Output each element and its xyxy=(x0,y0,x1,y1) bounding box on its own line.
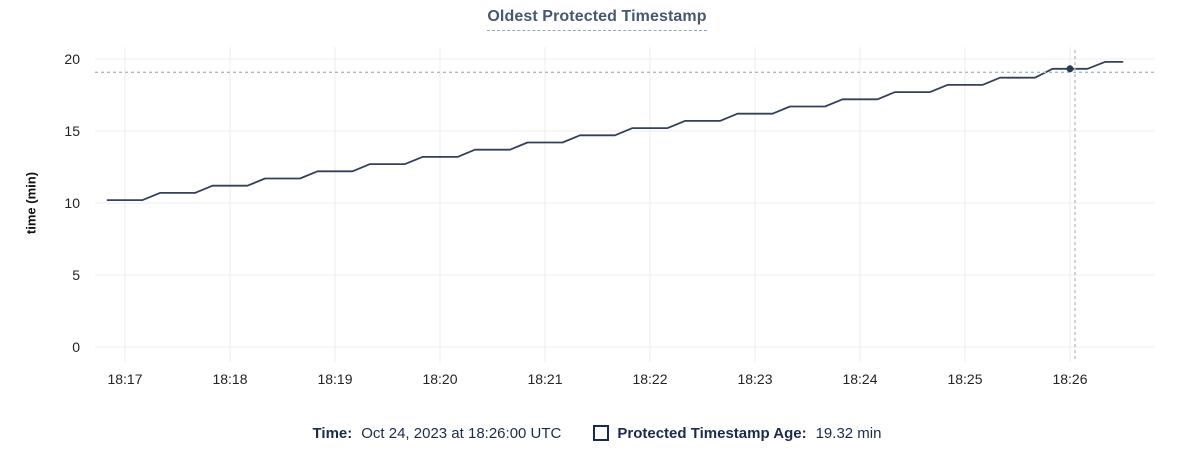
series-value: 19.32 min xyxy=(815,424,882,442)
legend-series-item[interactable]: Protected Timestamp Age: 19.32 min xyxy=(593,425,881,442)
y-tick-label: 10 xyxy=(64,195,80,211)
chart-title-row: Oldest Protected Timestamp xyxy=(0,8,1194,31)
y-tick-label: 5 xyxy=(72,267,80,283)
x-tick-label: 18:17 xyxy=(107,371,142,387)
chart-title[interactable]: Oldest Protected Timestamp xyxy=(487,8,707,31)
x-tick-label: 18:22 xyxy=(632,371,667,387)
x-tick-label: 18:25 xyxy=(947,371,982,387)
chart-plot-area[interactable]: 0 5 10 15 20 18:17 18:18 18:19 18:20 18:21 18:22 18… xyxy=(0,40,1194,400)
x-tick-label: 18:21 xyxy=(527,371,562,387)
series-line xyxy=(106,60,1124,202)
x-tick-label: 18:19 xyxy=(317,371,352,387)
y-tick-label: 20 xyxy=(64,51,80,67)
x-tick-label: 18:23 xyxy=(737,371,772,387)
series-label: Protected Timestamp Age: xyxy=(617,424,807,442)
chart-legend: Time: Oct 24, 2023 at 18:26:00 UTC Prote… xyxy=(0,417,1194,449)
x-tick-label: 18:20 xyxy=(422,371,457,387)
x-tick-label: 18:26 xyxy=(1052,371,1087,387)
time-label: Time: xyxy=(312,424,353,442)
x-tick-label: 18:24 xyxy=(842,371,877,387)
y-tick-label: 15 xyxy=(64,123,80,139)
x-tick-label: 18:18 xyxy=(212,371,247,387)
y-tick-label: 0 xyxy=(72,339,80,355)
time-value: Oct 24, 2023 at 18:26:00 UTC xyxy=(361,424,562,442)
series-toggle-checkbox-icon[interactable] xyxy=(593,425,610,441)
hover-time-readout: Time: Oct 24, 2023 at 18:26:00 UTC xyxy=(313,425,562,442)
hover-point-dot xyxy=(1066,65,1074,73)
